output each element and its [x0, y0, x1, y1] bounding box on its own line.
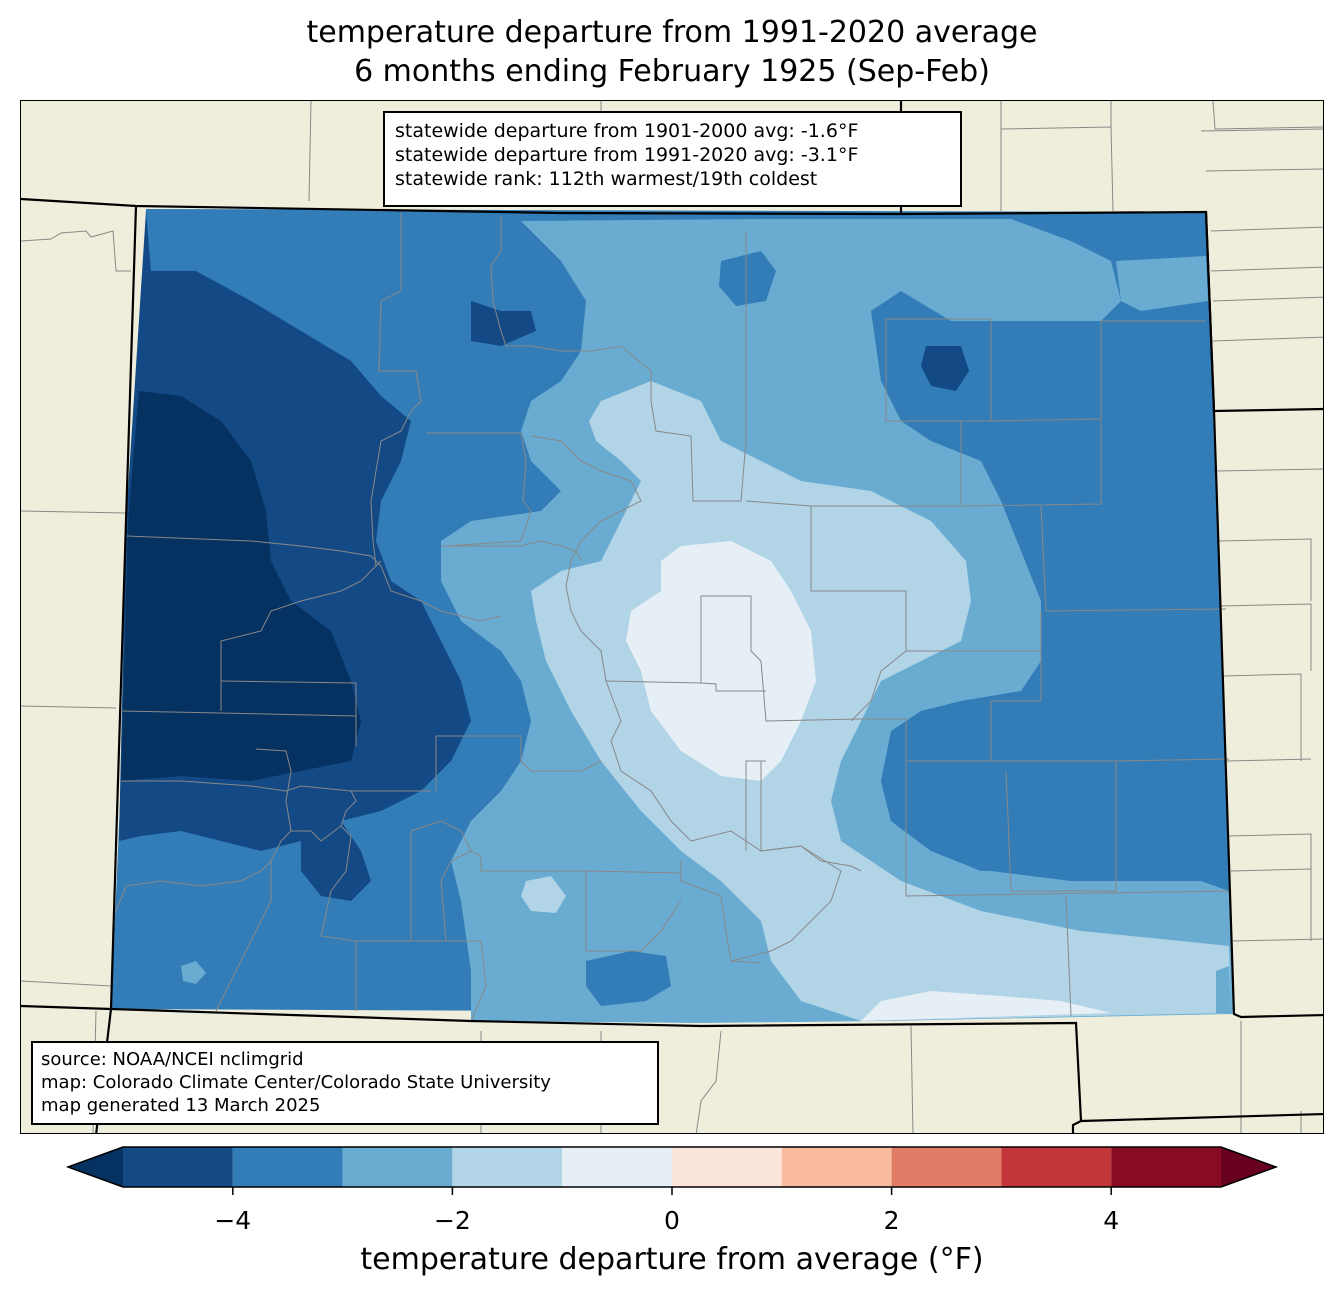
colorbar-tick-label: −4 [214, 1206, 251, 1235]
neighbor-county-lines [21, 101, 1323, 1133]
colorbar-bin [342, 1147, 453, 1187]
map-title-line-1: temperature departure from 1991-2020 ave… [306, 15, 1038, 50]
temperature-contours [111, 209, 1234, 1023]
stats-rank: statewide rank: 112th warmest/19th colde… [395, 168, 818, 190]
colorado-map [21, 101, 1323, 1133]
map-title-line-2: 6 months ending February 1925 (Sep-Feb) [354, 54, 990, 89]
colorbar-tick-label: 2 [884, 1206, 900, 1235]
credits-generated-date: map generated 13 March 2025 [41, 1095, 321, 1116]
colorbar-tick-label: −2 [434, 1206, 471, 1235]
colorbar-bins [123, 1147, 1221, 1187]
colorbar: −4 −2 0 2 4 [65, 1146, 1279, 1235]
credits-source: source: NOAA/NCEI nclimgrid [41, 1049, 304, 1070]
colorbar-over-arrow [1221, 1147, 1276, 1187]
colorbar-bin [672, 1147, 782, 1187]
map-panel [20, 100, 1324, 1134]
credits-map-author: map: Colorado Climate Center/Colorado St… [41, 1072, 551, 1093]
statewide-stats-box: statewide departure from 1901-2000 avg: … [383, 111, 962, 207]
stats-departure-1901-2000: statewide departure from 1901-2000 avg: … [395, 120, 859, 142]
colorbar-bin [232, 1147, 343, 1187]
colorado-county-lines [115, 213, 1232, 1022]
colorbar-under-arrow [68, 1147, 123, 1187]
colorbar-bin [123, 1147, 233, 1187]
colorbar-bin [781, 1147, 892, 1187]
stats-departure-1991-2020: statewide departure from 1991-2020 avg: … [395, 144, 859, 166]
colorbar-bin [1001, 1147, 1112, 1187]
colorbar-bin [891, 1147, 1002, 1187]
credits-box: source: NOAA/NCEI nclimgrid map: Colorad… [31, 1041, 659, 1125]
colorbar-outline [65, 1146, 1279, 1188]
colorbar-bin [452, 1147, 563, 1187]
colorbar-tick-label: 4 [1103, 1206, 1119, 1235]
colorbar-ticks: −4 −2 0 2 4 [214, 1187, 1119, 1235]
colorbar-label: temperature departure from average (°F) [360, 1242, 984, 1277]
colorbar-bin [1111, 1147, 1221, 1187]
colorbar-tick-label: 0 [664, 1206, 680, 1235]
colorbar-bin [562, 1147, 672, 1187]
